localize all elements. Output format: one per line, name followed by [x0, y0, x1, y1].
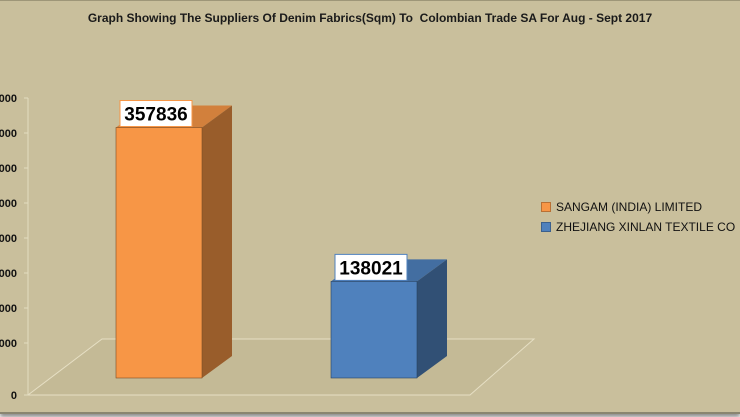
y-tick-label: 100000: [0, 303, 17, 315]
data-label-text: 138021: [339, 258, 403, 279]
legend-item: ZHEJIANG XINLAN TEXTILE CO: [541, 217, 740, 237]
chart-floor: [26, 338, 536, 396]
bar-side-face: [417, 259, 447, 378]
data-label: 138021: [334, 253, 408, 281]
legend: SANGAM (INDIA) LIMITED ZHEJIANG XINLAN T…: [541, 197, 740, 237]
legend-item: SANGAM (INDIA) LIMITED: [541, 197, 740, 217]
bar-front-face: [115, 127, 203, 379]
y-tick-label: 250000: [0, 198, 17, 210]
data-label-box: [119, 100, 193, 128]
y-tick-label: 350000: [0, 128, 17, 140]
bar: [115, 105, 232, 379]
legend-label-zhejiang: ZHEJIANG XINLAN TEXTILE CO: [556, 220, 736, 234]
legend-swatch-sangam: [541, 202, 551, 212]
data-label: 357836: [119, 100, 193, 128]
y-tick-label: 400000: [0, 93, 17, 105]
legend-label-sangam: SANGAM (INDIA) LIMITED: [556, 200, 703, 214]
y-tick-label: 300000: [0, 163, 17, 175]
legend-swatch-zhejiang: [541, 222, 551, 232]
y-tick-label: 200000: [0, 233, 17, 245]
data-label-text: 357836: [124, 105, 187, 126]
bar-front-face: [330, 281, 418, 379]
data-labels: 357836 138021: [119, 100, 408, 281]
data-label-box: [334, 253, 408, 281]
y-tick-label: 0: [11, 390, 17, 402]
chart-title: Graph Showing The Suppliers Of Denim Fab…: [87, 11, 653, 25]
y-tick-label: 50000: [0, 338, 17, 350]
y-axis: 0 50000 100000 150000 200000 250000 300000 3500…: [0, 93, 29, 402]
bars: [115, 105, 447, 379]
floor-plane: [26, 338, 536, 396]
y-tick-label: 150000: [0, 268, 17, 280]
bar-side-face: [202, 105, 232, 378]
